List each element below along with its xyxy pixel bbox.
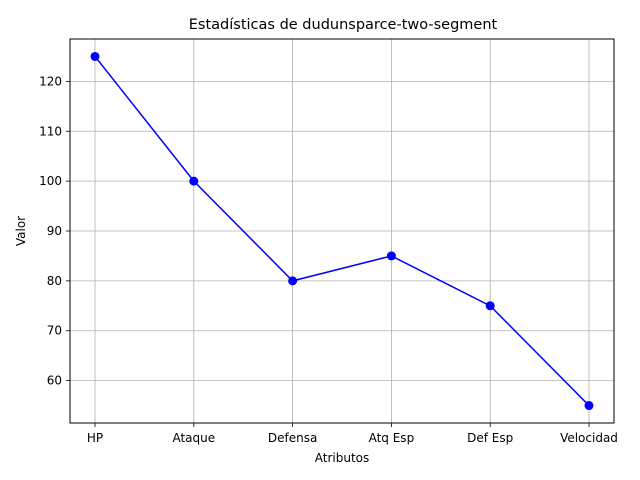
y-axis-label: Valor (14, 216, 28, 246)
x-tick-label: Def Esp (467, 431, 513, 445)
x-tick-label: Velocidad (560, 431, 618, 445)
x-axis-label: Atributos (315, 451, 370, 465)
x-tick-label: HP (87, 431, 103, 445)
data-point (90, 51, 100, 61)
x-tick-label: Ataque (172, 431, 215, 445)
chart-title: Estadísticas de dudunsparce-two-segment (189, 17, 498, 33)
grid (70, 39, 614, 423)
y-tick-label: 100 (39, 174, 62, 188)
y-tick-label: 90 (47, 224, 62, 238)
y-tick-label: 70 (47, 324, 62, 338)
y-tick-label: 120 (39, 74, 62, 88)
data-point (288, 276, 298, 286)
series-line-path (94, 55, 590, 407)
data-point (584, 401, 594, 411)
data-point (485, 301, 495, 311)
y-tick-label: 80 (47, 274, 62, 288)
data-point (189, 176, 199, 186)
x-tick-label: Defensa (268, 431, 317, 445)
data-point (386, 251, 396, 261)
y-axis: 60 70 80 90 100 110 120 (39, 74, 70, 388)
series-line (90, 51, 594, 411)
x-axis: HP Ataque Defensa Atq Esp Def Esp Velocidad (87, 423, 618, 445)
y-tick-label: 60 (47, 374, 62, 388)
y-tick-label: 110 (39, 124, 62, 138)
x-tick-label: Atq Esp (369, 431, 415, 445)
